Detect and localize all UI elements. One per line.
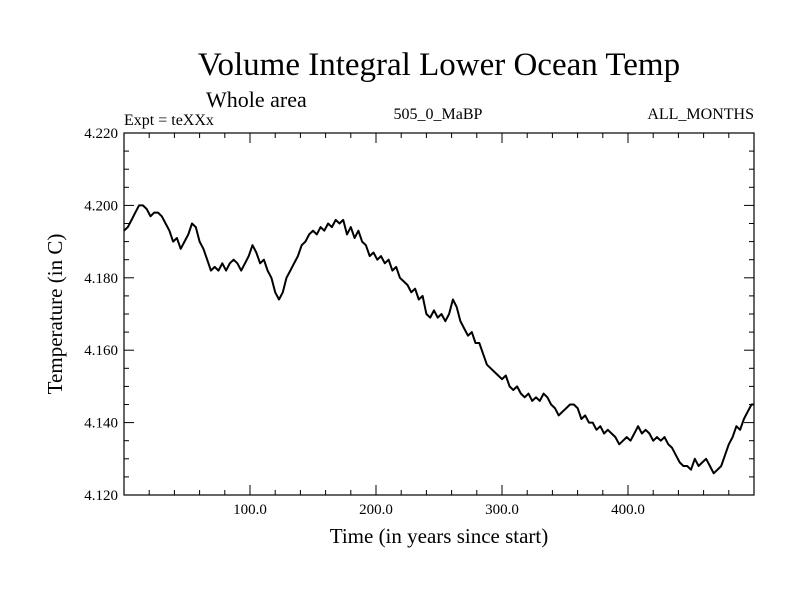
y-tick-label: 4.220 [84, 126, 118, 142]
x-tick-label: 300.0 [485, 502, 519, 518]
y-tick-label: 4.200 [84, 198, 118, 214]
months-label: ALL_MONTHS [647, 106, 754, 123]
chart-title: Volume Integral Lower Ocean Temp [198, 47, 680, 83]
series-line [123, 204, 754, 475]
chart-subtitle: Whole area [206, 87, 307, 112]
y-tick-label: 4.140 [84, 416, 118, 432]
y-tick-label: 4.160 [84, 343, 118, 359]
x-tick-label: 200.0 [359, 502, 393, 518]
experiment-label: Expt = teXXx [124, 112, 214, 129]
series-group [123, 204, 754, 475]
axes: 100.0 200.0 300.0 400.0 4.120 4.140 4.160 4.180… [84, 126, 754, 518]
run-label: 505_0_MaBP [394, 106, 483, 123]
x-axis-label: Time (in years since start) [330, 524, 549, 548]
x-tick-label: 400.0 [611, 502, 645, 518]
y-tick-label: 4.120 [84, 488, 118, 504]
plot-frame [123, 132, 755, 496]
y-tick-label: 4.180 [84, 271, 118, 287]
x-tick-label: 100.0 [233, 502, 267, 518]
y-axis-label: Temperature (in C) [43, 234, 67, 395]
